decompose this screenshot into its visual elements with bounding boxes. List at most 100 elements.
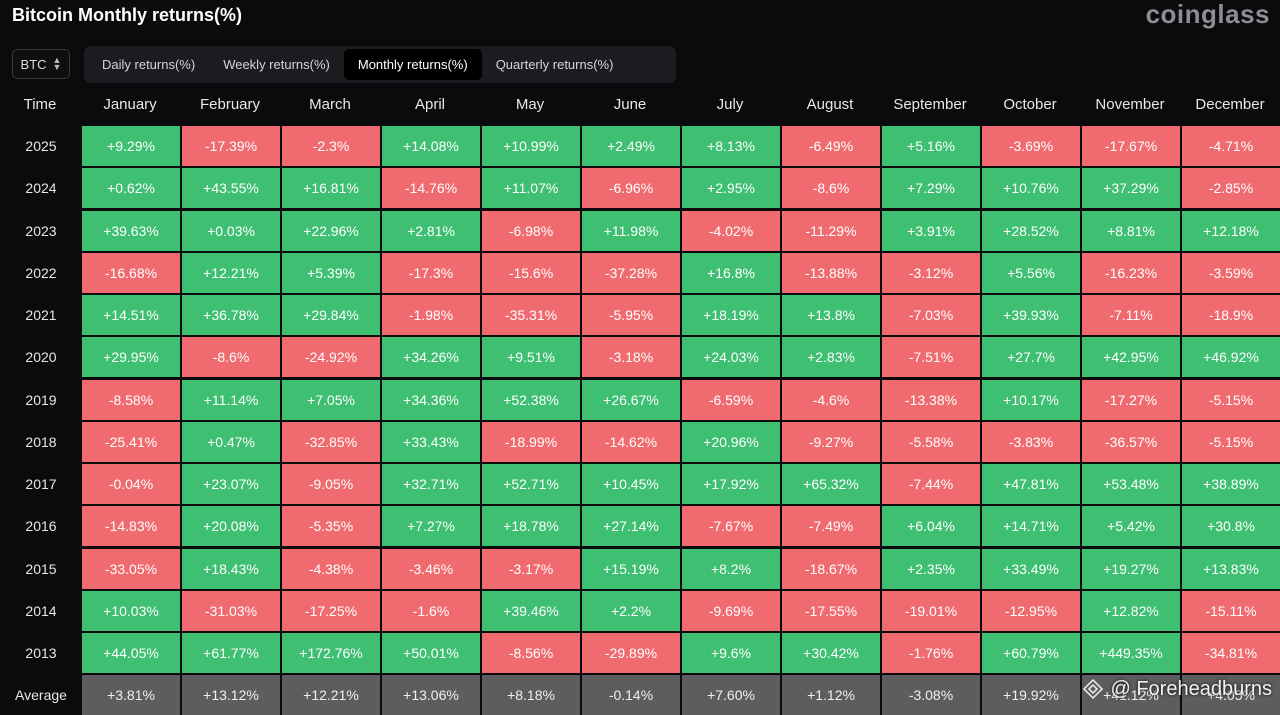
- table-header-row: Time January February March April May June July…: [0, 88, 1280, 121]
- average-cell: +19.92%: [982, 675, 1080, 715]
- return-cell: -5.58%: [882, 421, 980, 462]
- column-header-december: December: [1195, 96, 1265, 113]
- year-label: 2019: [25, 391, 57, 408]
- average-cell: -3.08%: [882, 675, 980, 715]
- return-cell: +13.83%: [1182, 548, 1280, 589]
- return-cell: -2.85%: [1182, 168, 1280, 209]
- column-header-september: September: [893, 96, 967, 113]
- return-cell: +29.95%: [82, 337, 180, 378]
- return-cell: -3.46%: [382, 548, 480, 589]
- return-cell: +34.26%: [382, 337, 480, 378]
- return-cell: +10.03%: [82, 590, 180, 631]
- return-cell: +23.07%: [182, 464, 280, 504]
- return-cell: +20.96%: [682, 421, 780, 462]
- return-cell: +7.05%: [282, 379, 380, 420]
- return-cell: -19.01%: [882, 590, 980, 631]
- return-cell: -29.89%: [582, 633, 680, 673]
- return-cell: +12.21%: [182, 252, 280, 293]
- return-cell: +29.84%: [282, 295, 380, 335]
- return-cell: +11.14%: [182, 379, 280, 420]
- return-cell: -13.88%: [782, 252, 880, 293]
- tab-monthly-returns[interactable]: Monthly returns(%): [343, 49, 482, 80]
- return-cell: -7.51%: [882, 337, 980, 378]
- return-cell: -8.6%: [782, 168, 880, 209]
- coin-select-value: BTC: [20, 56, 47, 72]
- year-label: 2022: [25, 264, 57, 281]
- return-cell: +10.76%: [982, 168, 1080, 209]
- tab-weekly-returns[interactable]: Weekly returns(%): [223, 57, 330, 72]
- return-cell: -8.6%: [182, 337, 280, 378]
- coin-select[interactable]: BTC ▲ ▼: [12, 49, 70, 79]
- column-header-april: April: [414, 96, 445, 113]
- watermark: @ Foreheadburns: [1082, 676, 1272, 702]
- table-row: 2020 +29.95% -8.6% -24.92% +34.26% +9.51% -3.1…: [0, 337, 1280, 378]
- year-label: 2017: [25, 476, 57, 492]
- return-cell: -18.67%: [782, 548, 880, 589]
- return-cell: -3.83%: [982, 421, 1080, 462]
- return-cell: -15.11%: [1182, 590, 1280, 631]
- return-cell: +16.81%: [282, 168, 380, 209]
- diamond-logo-icon: [1083, 678, 1104, 700]
- return-cell: +8.13%: [682, 126, 780, 166]
- table-row: 2013 +44.05% +61.77% +172.76% +50.01% -8.56% -…: [0, 633, 1280, 673]
- return-cell: +14.08%: [382, 126, 480, 166]
- return-cell: +20.08%: [182, 506, 280, 547]
- return-cell: -24.92%: [282, 337, 380, 378]
- table-row: 2016 -14.83% +20.08% -5.35% +7.27% +18.78% +27…: [0, 506, 1280, 547]
- return-cell: +8.81%: [1082, 210, 1180, 251]
- year-label: 2013: [25, 645, 57, 661]
- return-cell: -32.85%: [282, 421, 380, 462]
- year-label: 2014: [25, 602, 57, 619]
- return-cell: +37.29%: [1082, 168, 1180, 209]
- return-cell: -6.59%: [682, 379, 780, 420]
- year-label: 2015: [25, 560, 57, 577]
- return-cell: -5.15%: [1182, 421, 1280, 462]
- return-cell: -0.04%: [82, 464, 180, 504]
- column-header-march: March: [309, 96, 351, 113]
- column-header-november: November: [1095, 96, 1165, 113]
- return-cell: +53.48%: [1082, 464, 1180, 504]
- return-cell: +7.29%: [882, 168, 980, 209]
- return-cell: +33.49%: [982, 548, 1080, 589]
- tab-daily-returns[interactable]: Daily returns(%): [102, 57, 196, 72]
- return-cell: -17.67%: [1082, 126, 1180, 166]
- year-label: 2018: [25, 433, 57, 450]
- return-cell: +22.96%: [282, 210, 380, 251]
- return-cell: -15.6%: [482, 252, 580, 293]
- table-row: 2014 +10.03% -31.03% -17.25% -1.6% +39.46% +2.…: [0, 590, 1280, 631]
- average-cell: +13.12%: [182, 675, 280, 715]
- return-cell: -18.9%: [1182, 295, 1280, 335]
- year-label: 2016: [25, 518, 57, 535]
- year-label: 2025: [25, 138, 57, 154]
- watermark-text: @ Foreheadburns: [1110, 677, 1272, 700]
- return-cell: -5.15%: [1182, 379, 1280, 420]
- return-cell: +6.04%: [882, 506, 980, 547]
- returns-tabs: Daily returns(%) Weekly returns(%) Month…: [84, 46, 676, 83]
- return-cell: -37.28%: [582, 252, 680, 293]
- table-row: 2022 -16.68% +12.21% +5.39% -17.3% -15.6% -37.…: [0, 252, 1280, 293]
- return-cell: +52.71%: [482, 464, 580, 504]
- return-cell: +60.79%: [982, 633, 1080, 673]
- return-cell: -17.55%: [782, 590, 880, 631]
- column-header-august: August: [806, 96, 854, 113]
- average-cell: +3.81%: [82, 675, 180, 715]
- return-cell: +38.89%: [1182, 464, 1280, 504]
- return-cell: +65.32%: [782, 464, 880, 504]
- return-cell: -31.03%: [182, 590, 280, 631]
- return-cell: -17.39%: [182, 126, 280, 166]
- return-cell: -17.3%: [382, 252, 480, 293]
- return-cell: -13.38%: [882, 379, 980, 420]
- return-cell: -6.49%: [782, 126, 880, 166]
- column-header-may: May: [515, 96, 545, 113]
- column-header-june: June: [613, 96, 647, 113]
- return-cell: +9.51%: [482, 337, 580, 378]
- return-cell: +10.17%: [982, 379, 1080, 420]
- return-cell: +18.43%: [182, 548, 280, 589]
- return-cell: -7.49%: [782, 506, 880, 547]
- return-cell: +46.92%: [1182, 337, 1280, 378]
- column-header-time: Time: [23, 96, 57, 113]
- return-cell: -6.96%: [582, 168, 680, 209]
- return-cell: +10.99%: [482, 126, 580, 166]
- tab-quarterly-returns[interactable]: Quarterly returns(%): [495, 57, 614, 72]
- column-header-january: January: [103, 96, 157, 113]
